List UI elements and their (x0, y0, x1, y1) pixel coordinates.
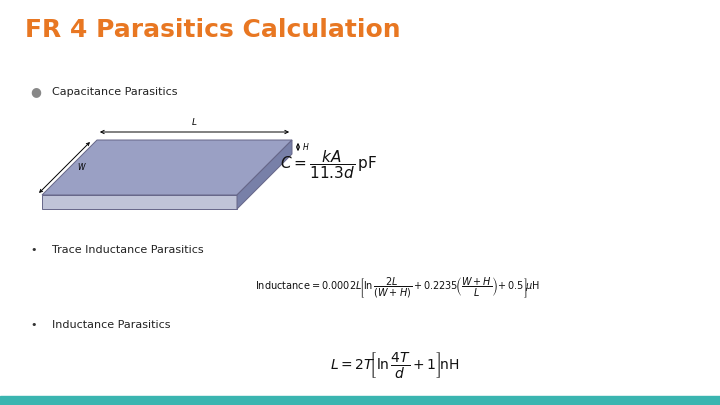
Text: $\mathrm{Inductance} = 0.0002L\!\left[\ln\dfrac{2L}{(W+H)}+0.2235\!\left(\dfrac{: $\mathrm{Inductance} = 0.0002L\!\left[\l… (255, 276, 540, 300)
Text: •: • (30, 320, 37, 330)
Text: •: • (30, 245, 37, 255)
Polygon shape (237, 140, 292, 209)
Text: FR 4 Parasitics Calculation: FR 4 Parasitics Calculation (25, 18, 400, 42)
Text: L: L (192, 118, 197, 127)
Text: Capacitance Parasitics: Capacitance Parasitics (52, 87, 178, 97)
Text: W: W (78, 163, 85, 172)
Text: ●: ● (30, 85, 41, 98)
Bar (0, 396, 720, 405)
Text: H: H (303, 143, 309, 151)
Polygon shape (42, 140, 292, 195)
Text: Inductance Parasitics: Inductance Parasitics (52, 320, 171, 330)
Text: Trace Inductance Parasitics: Trace Inductance Parasitics (52, 245, 204, 255)
Text: $L = 2T\!\left[\ln\dfrac{4T}{d}+1\right]\!\mathrm{nH}$: $L = 2T\!\left[\ln\dfrac{4T}{d}+1\right]… (330, 350, 459, 380)
Polygon shape (42, 195, 237, 209)
Text: $C = \dfrac{kA}{11.3d}\,\mathrm{pF}$: $C = \dfrac{kA}{11.3d}\,\mathrm{pF}$ (280, 149, 377, 181)
